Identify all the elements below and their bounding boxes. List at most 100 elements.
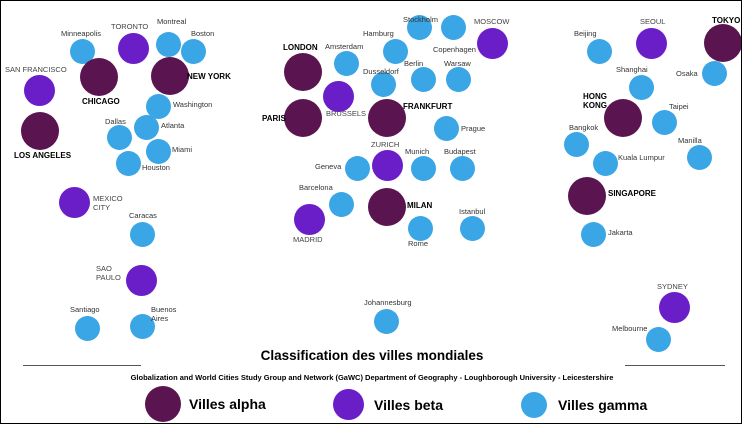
city-osaka-marker <box>701 60 727 86</box>
city-geneva-label: Geneva <box>315 162 342 171</box>
city-frankfurt-marker <box>368 99 406 137</box>
city-san-francisco-label: SAN FRANCISCO <box>5 65 67 74</box>
city-munich-marker <box>410 155 436 181</box>
city-kuala-lumpur-marker <box>592 150 618 176</box>
city-rome-label: Rome <box>408 239 429 248</box>
city-washington-label: Washington <box>173 100 213 109</box>
city-montreal-marker <box>155 31 181 57</box>
legend-gamma-swatch <box>521 392 547 418</box>
city-geneva-marker <box>344 155 370 181</box>
legend-alpha-label: Villes alpha <box>189 396 266 412</box>
city-budapest-label: Budapest <box>444 147 476 156</box>
city-minneapolis-label: Minneapolis <box>61 29 102 38</box>
city-hong-kong-label: HONG KONG <box>583 92 607 111</box>
city-shanghai-label: Shanghai <box>616 65 648 74</box>
city-sao-paulo-marker <box>125 264 157 296</box>
city-sydney-label: SYDNEY <box>657 282 688 291</box>
city-boston-marker <box>180 38 206 64</box>
city-toronto-label: TORONTO <box>111 22 149 31</box>
city-tokyo-marker <box>704 24 741 62</box>
city-miami-label: Miami <box>172 145 192 154</box>
city-zurich-marker <box>371 149 403 181</box>
city-johannesburg-marker <box>373 308 399 334</box>
city-dallas-marker <box>106 124 132 150</box>
city-dusseldorf-label: Dusseldorf <box>363 67 399 76</box>
legend-gamma-label: Villes gamma <box>558 397 648 413</box>
city-berlin-marker <box>410 66 436 92</box>
city-barcelona-marker <box>328 191 354 217</box>
city-tokyo-label: TOKYO <box>712 16 741 25</box>
city-houston-label: Houston <box>142 163 170 172</box>
city-moscow-marker <box>476 27 508 59</box>
city-santiago-label: Santiago <box>70 305 100 314</box>
city-paris-label: PARIS <box>262 114 286 123</box>
city-atlanta-marker <box>133 114 159 140</box>
city-seoul-marker <box>635 27 667 59</box>
city-istanbul-marker <box>459 215 485 241</box>
city-manilla-marker <box>686 144 712 170</box>
city-chicago-marker <box>80 58 118 96</box>
city-warsaw-marker <box>445 66 471 92</box>
city-montreal-label: Montreal <box>157 17 187 26</box>
city-caracas-label: Caracas <box>129 211 157 220</box>
city-new-york-label: NEW YORK <box>187 72 231 81</box>
city-boston-label: Boston <box>191 29 215 38</box>
legend-beta-swatch <box>333 389 364 420</box>
legend-beta-label: Villes beta <box>374 397 444 413</box>
city-beijing-marker <box>586 38 612 64</box>
city-milan-marker <box>368 188 406 226</box>
divider-left <box>23 365 141 366</box>
city-sydney-marker <box>658 291 690 323</box>
city-prague-marker <box>433 115 459 141</box>
city-manilla-label: Manilla <box>678 136 702 145</box>
city-brussels-marker <box>322 80 354 112</box>
city-madrid-marker <box>293 203 325 235</box>
city-buenos-aires-marker <box>129 313 155 339</box>
city-singapore-label: SINGAPORE <box>608 189 657 198</box>
diagram-subtitle: Globalization and World Cities Study Gro… <box>130 373 614 382</box>
city-shanghai-marker <box>628 74 654 100</box>
city-london-marker <box>284 53 322 91</box>
city-copenhagen-marker <box>440 14 466 40</box>
city-bangkok-marker <box>563 131 589 157</box>
city-atlanta-label: Atlanta <box>161 121 185 130</box>
city-toronto-marker <box>117 32 149 64</box>
city-kuala-lumpur-label: Kuala Lumpur <box>618 153 665 162</box>
city-mexico-city-marker <box>58 186 90 218</box>
city-copenhagen-label: Copenhagen <box>433 45 476 54</box>
city-los-angeles-marker <box>21 112 59 150</box>
city-melbourne-marker <box>645 326 671 352</box>
city-moscow-label: MOSCOW <box>474 17 510 26</box>
city-munich-label: Munich <box>405 147 430 156</box>
city-johannesburg-label: Johannesburg <box>364 298 412 307</box>
city-santiago-marker <box>74 315 100 341</box>
city-singapore-marker <box>568 177 606 215</box>
city-stockholm-marker <box>406 14 432 40</box>
city-prague-label: Prague <box>461 124 486 133</box>
city-osaka-label: Osaka <box>676 69 698 78</box>
city-beijing-label: Beijing <box>574 29 597 38</box>
city-san-francisco-marker <box>23 74 55 106</box>
city-dusseldorf-marker <box>370 71 396 97</box>
city-caracas-marker <box>129 221 155 247</box>
city-hamburg-label: Hamburg <box>363 29 394 38</box>
city-rome-marker <box>407 215 433 241</box>
city-sao-paulo-label: SAO PAULO <box>96 264 121 282</box>
city-stockholm-label: Stockholm <box>403 15 439 24</box>
city-warsaw-label: Warsaw <box>444 59 471 68</box>
city-istanbul-label: Istanbul <box>459 207 486 216</box>
city-seoul-label: SEOUL <box>640 17 666 26</box>
city-barcelona-label: Barcelona <box>299 183 333 192</box>
city-miami-marker <box>145 138 171 164</box>
city-melbourne-label: Melbourne <box>612 324 648 333</box>
legend-alpha-swatch <box>145 386 181 422</box>
city-dallas-label: Dallas <box>105 117 126 126</box>
city-paris-marker <box>284 99 322 137</box>
city-houston-marker <box>115 150 141 176</box>
divider-right <box>625 365 725 366</box>
city-hong-kong-marker <box>604 99 642 137</box>
diagram-title: Classification des villes mondiales <box>260 348 484 363</box>
city-hamburg-marker <box>382 38 408 64</box>
city-new-york-marker <box>151 57 189 95</box>
city-mexico-city-label: MEXICO CITY <box>93 194 123 212</box>
